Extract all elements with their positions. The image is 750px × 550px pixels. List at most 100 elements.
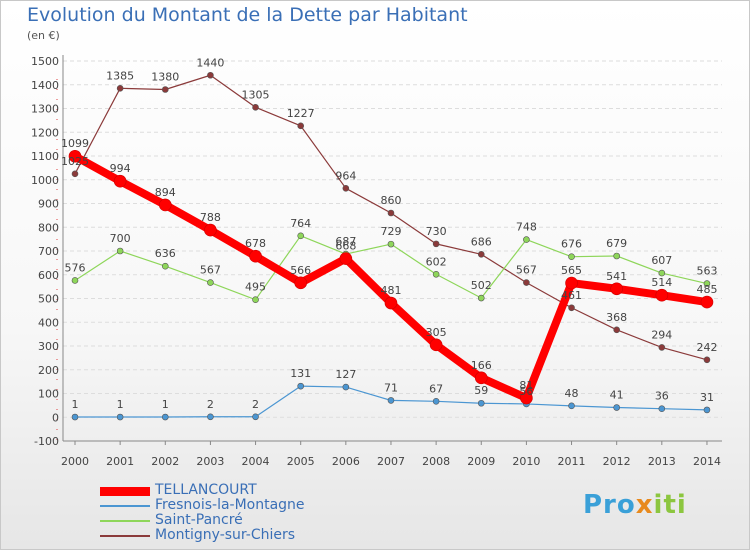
data-point: [207, 279, 214, 286]
data-label: 71: [384, 381, 398, 394]
data-point: [71, 277, 79, 284]
data-point: [568, 253, 575, 261]
data-label: 67: [429, 382, 443, 395]
x-tick-label: 2012: [603, 455, 631, 468]
chart-title: Evolution du Montant de la Dette par Hab…: [27, 4, 468, 26]
data-point: [613, 252, 620, 260]
data-point: [68, 149, 82, 163]
legend-swatch-tellancourt: [100, 487, 150, 496]
legend-label-fresnois: Fresnois-la-Montagne: [155, 497, 305, 513]
legend-swatch-montigny: [100, 535, 150, 537]
x-tick-label: 2003: [196, 455, 224, 468]
data-label: 576: [65, 261, 86, 274]
x-tick-label: 2000: [61, 455, 89, 468]
data-label: 994: [110, 162, 131, 175]
data-label: 567: [516, 264, 537, 277]
data-label: 56: [519, 385, 533, 398]
data-point: [71, 413, 79, 421]
data-label: 565: [561, 264, 582, 277]
data-label: 1305: [242, 88, 270, 101]
data-label: 686: [471, 235, 492, 248]
x-tick-label: 2001: [106, 455, 134, 468]
data-point: [613, 326, 620, 334]
data-point: [342, 185, 350, 192]
y-tick-label: 700: [38, 245, 59, 258]
data-label: 730: [426, 225, 447, 238]
legend-swatch-fresnois: [100, 505, 150, 507]
data-label: 679: [606, 237, 627, 250]
data-point: [252, 296, 259, 303]
data-point: [432, 240, 440, 248]
data-label: 294: [651, 328, 672, 341]
x-tick-label: 2005: [287, 455, 315, 468]
data-label: 41: [610, 389, 624, 402]
data-point: [113, 174, 127, 188]
x-tick-label: 2013: [648, 455, 676, 468]
data-point: [387, 240, 395, 248]
data-point: [565, 276, 578, 290]
data-label: 566: [290, 264, 311, 277]
data-point: [71, 170, 79, 178]
data-label: 1: [117, 398, 124, 411]
y-tick-label: 1500: [31, 55, 59, 68]
y-tick-label: 400: [38, 316, 59, 329]
data-point: [613, 404, 620, 411]
x-tick-label: 2007: [377, 455, 405, 468]
data-label: 748: [516, 221, 537, 234]
legend-label-montigny: Montigny-sur-Chiers: [155, 527, 296, 543]
data-point: [523, 236, 530, 243]
y-tick-label: 100: [38, 388, 59, 401]
x-tick-label: 2011: [558, 455, 586, 468]
data-point: [161, 413, 169, 421]
x-tick-label: 2008: [422, 455, 450, 468]
data-point: [523, 279, 530, 286]
data-point: [658, 405, 666, 413]
data-label: 563: [696, 265, 717, 278]
data-point: [252, 104, 259, 111]
legend-label-saint-pancre: Saint-Pancré: [155, 512, 243, 528]
data-label: 131: [290, 367, 311, 380]
data-label: 1: [162, 398, 169, 411]
data-label: 1: [72, 398, 79, 411]
data-label: 788: [200, 211, 221, 224]
y-tick-label: 800: [38, 221, 59, 234]
data-label: 31: [700, 391, 714, 404]
data-point: [477, 251, 485, 258]
x-tick-label: 2010: [512, 455, 540, 468]
data-point: [294, 276, 308, 290]
data-label: 1227: [287, 107, 315, 120]
y-tick-label: 1400: [31, 79, 59, 92]
data-label: 485: [696, 283, 717, 296]
y-tick-label: 500: [38, 293, 59, 306]
data-point: [161, 262, 169, 270]
data-label: 1440: [196, 56, 224, 69]
data-label: 1385: [106, 69, 134, 82]
data-label: 1099: [61, 137, 89, 150]
y-tick-label: 0: [52, 411, 59, 424]
data-point: [568, 304, 575, 312]
data-label: 166: [471, 359, 492, 372]
data-point: [384, 296, 398, 310]
data-point: [161, 86, 169, 93]
x-tick-label: 2004: [242, 455, 270, 468]
data-point: [297, 232, 305, 240]
legend-swatch-saint-pancre: [100, 520, 150, 522]
data-point: [432, 398, 440, 405]
data-point: [658, 344, 666, 351]
data-label: 894: [155, 186, 176, 199]
data-label: 495: [245, 281, 266, 294]
data-label: 1380: [151, 71, 179, 84]
data-point: [204, 223, 217, 237]
data-label: 668: [335, 240, 356, 253]
data-point: [700, 295, 714, 309]
data-point: [297, 122, 305, 130]
data-label: 860: [380, 194, 401, 207]
x-tick-label: 2006: [332, 455, 360, 468]
data-point: [432, 270, 440, 278]
data-point: [339, 252, 353, 265]
x-tick-label: 2002: [151, 455, 179, 468]
data-point: [207, 71, 214, 79]
data-label: 305: [426, 326, 447, 339]
chart-subtitle: (en €): [27, 29, 60, 42]
data-point: [207, 413, 214, 421]
